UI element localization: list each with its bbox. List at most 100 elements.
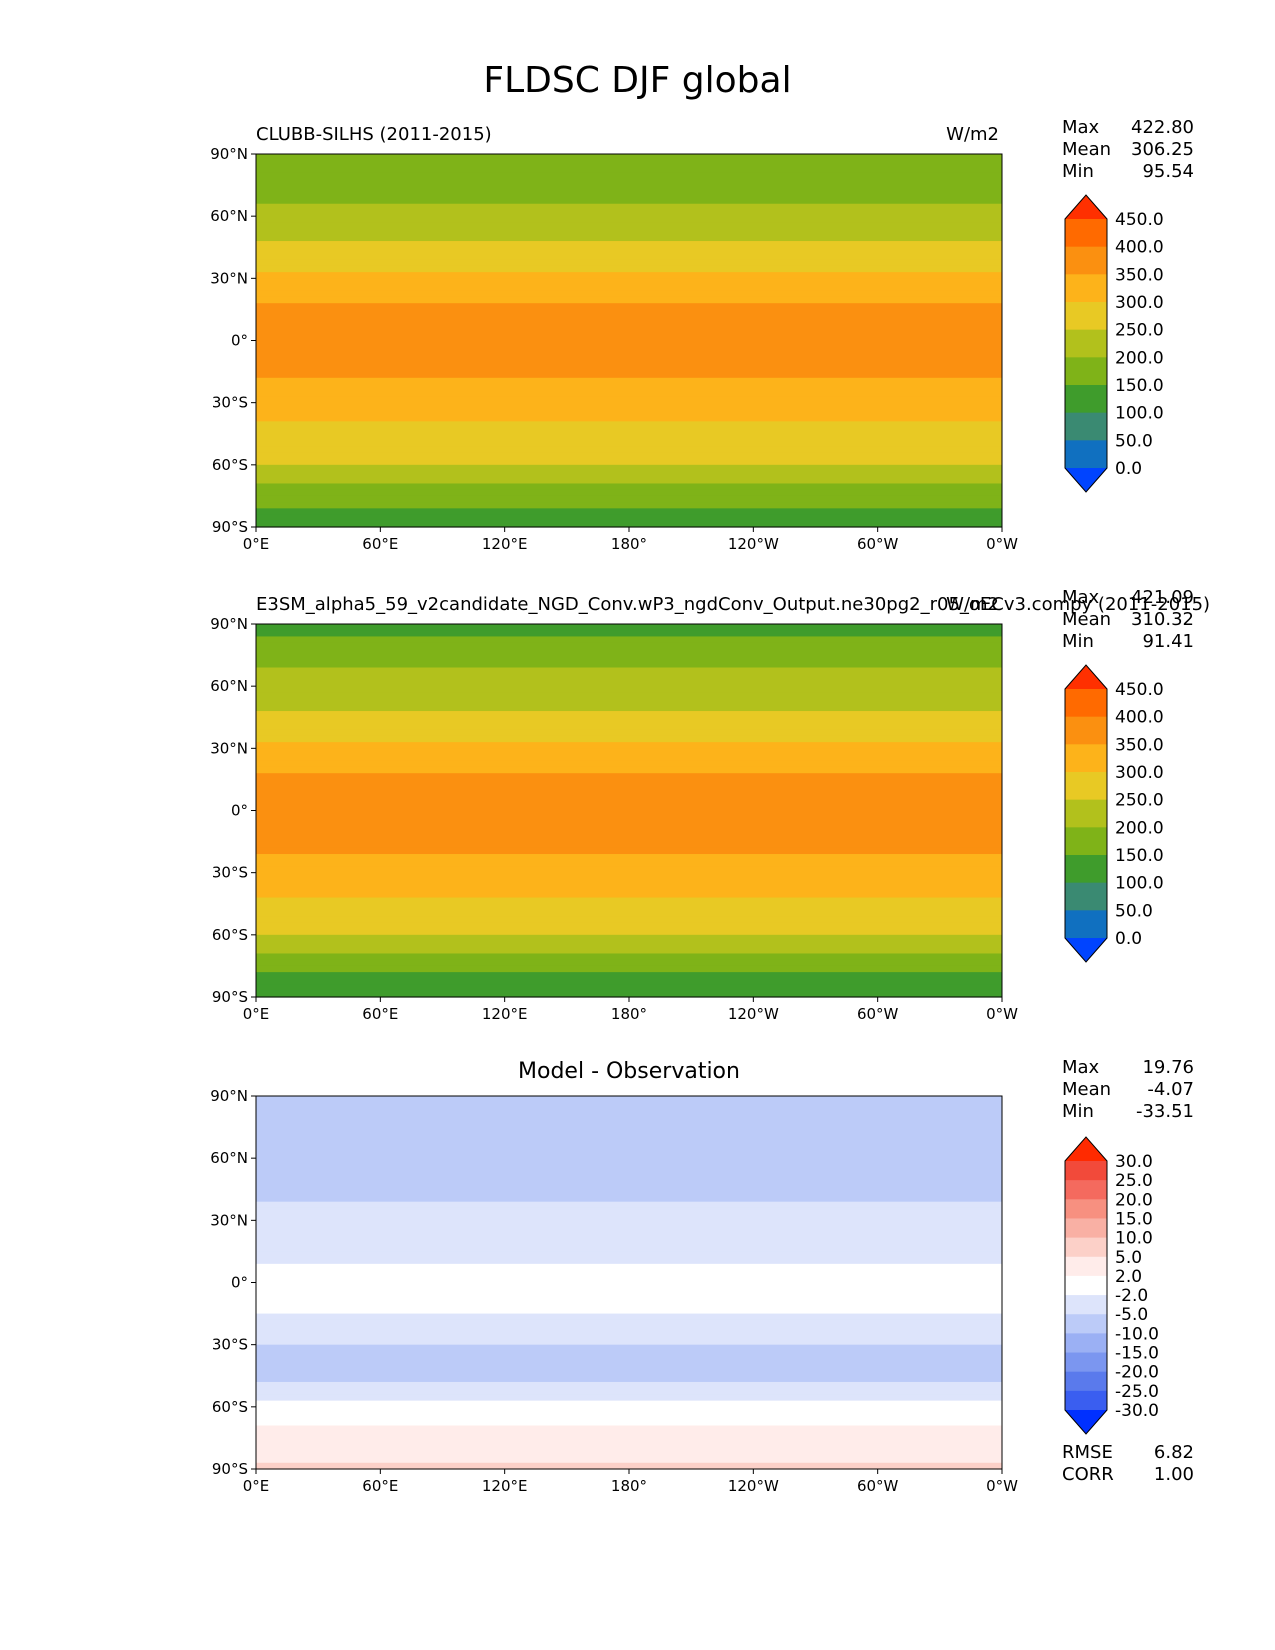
colorbar-segment [1065, 1256, 1107, 1277]
figure-title: FLDSC DJF global [483, 60, 792, 101]
zonal-band [256, 1220, 1002, 1228]
y-tick-label: 60°S [212, 456, 248, 474]
zonal-band [256, 922, 1002, 930]
colorbar-level-label: 150.0 [1115, 376, 1164, 396]
zonal-band [256, 1400, 1002, 1408]
zonal-band [256, 928, 1002, 936]
zonal-band [256, 686, 1002, 693]
zonal-band [256, 1388, 1002, 1395]
zonal-band [256, 228, 1002, 236]
colorbar-segment [1065, 689, 1107, 718]
zonal-band [256, 1344, 1002, 1352]
zonal-band [256, 1462, 1002, 1470]
panel2-axis-ticks: 90°N 60°N 30°N 0° 30°S 60°S 90°S0°E 60°E 120°E 18… [210, 615, 1018, 1023]
zonal-band [256, 1419, 1002, 1427]
colorbar-segment [1065, 1390, 1107, 1411]
zonal-band [256, 990, 1002, 998]
zonal-band [256, 172, 1002, 180]
y-tick-label: 0° [231, 332, 248, 350]
zonal-band [256, 835, 1002, 843]
zonal-band [256, 265, 1002, 273]
zonal-band [256, 729, 1002, 737]
colorbar-level-label: 2.0 [1115, 1267, 1142, 1287]
zonal-band [256, 860, 1002, 868]
zonal-band [256, 1263, 1002, 1271]
zonal-band [256, 309, 1002, 317]
zonal-band [256, 1238, 1002, 1246]
panel2-min-value: 91.41 [1142, 631, 1194, 652]
colorbar-segment [1065, 1199, 1107, 1219]
zonal-band [256, 1183, 1002, 1190]
panel1-title-left: CLUBB-SILHS (2011-2015) [256, 124, 492, 145]
x-tick-label: 0°W [986, 1005, 1018, 1023]
zonal-band [256, 965, 1002, 973]
colorbar-segment [1065, 1295, 1107, 1315]
panel2-units: W/m2 [946, 594, 999, 615]
zonal-band [256, 1214, 1002, 1221]
zonal-band [256, 433, 1002, 441]
panel3-title: Model - Observation [518, 1059, 740, 1084]
zonal-band [256, 630, 1002, 638]
zonal-band [256, 872, 1002, 880]
zonal-band [256, 1096, 1002, 1103]
panel3-mean-value: -4.07 [1147, 1079, 1194, 1100]
zonal-band [256, 154, 1002, 161]
colorbar-level-label: 450.0 [1115, 680, 1164, 700]
zonal-band [256, 346, 1002, 354]
panel2-max-value: 421.09 [1131, 587, 1194, 608]
zonal-band [256, 427, 1002, 435]
zonal-band [256, 1151, 1002, 1159]
colorbar-level-label: 0.0 [1115, 929, 1142, 949]
zonal-band [256, 1444, 1002, 1451]
zonal-band [256, 1201, 1002, 1209]
zonal-band [256, 1251, 1002, 1259]
panel1-units: W/m2 [946, 124, 999, 145]
zonal-band [256, 315, 1002, 323]
zonal-band [256, 452, 1002, 460]
colorbar-segment [1065, 1371, 1107, 1392]
y-tick-label: 30°S [212, 1336, 248, 1354]
colorbar-segment [1065, 1218, 1107, 1239]
x-tick-label: 60°E [362, 1477, 398, 1495]
panel1-max-value: 422.80 [1131, 117, 1194, 138]
colorbar-level-label: 350.0 [1115, 265, 1164, 285]
x-tick-label: 180° [611, 1477, 647, 1495]
zonal-band [256, 760, 1002, 768]
zonal-band [256, 648, 1002, 656]
colorbar-outline [1064, 664, 1108, 963]
zonal-band [256, 791, 1002, 799]
zonal-band [256, 1232, 1002, 1240]
colorbar-segment [1065, 274, 1107, 303]
zonal-band [256, 1176, 1002, 1184]
zonal-band [256, 779, 1002, 787]
colorbar-segment [1065, 716, 1107, 745]
y-tick-label: 30°S [212, 864, 248, 882]
zonal-band [256, 197, 1002, 205]
zonal-band [256, 402, 1002, 410]
colorbar-level-label: -5.0 [1115, 1305, 1148, 1325]
colorbar-outline [1064, 1136, 1108, 1435]
zonal-band [256, 661, 1002, 669]
y-tick-label: 30°N [210, 269, 248, 287]
y-tick-label: 90°S [212, 988, 248, 1006]
colorbar-segment [1065, 1314, 1107, 1334]
zonal-band [256, 471, 1002, 478]
zonal-band [256, 1108, 1002, 1116]
panel3-map-field [255, 1095, 1003, 1470]
panel2-stats: Max 421.09 Mean 310.32 Min 91.41 [1062, 587, 1194, 653]
zonal-band [256, 984, 1002, 992]
zonal-band [256, 816, 1002, 824]
zonal-band [256, 897, 1002, 905]
colorbar-level-label: 400.0 [1115, 708, 1164, 728]
zonal-band [256, 439, 1002, 447]
colorbar-segment [1065, 385, 1107, 414]
zonal-band [256, 446, 1002, 453]
zonal-band [256, 259, 1002, 267]
colorbar-segment [1065, 744, 1107, 773]
zonal-band [256, 972, 1002, 979]
zonal-band [256, 636, 1002, 644]
zonal-band [256, 303, 1002, 311]
zonal-band [256, 1313, 1002, 1321]
x-tick-label: 120°W [728, 535, 779, 553]
